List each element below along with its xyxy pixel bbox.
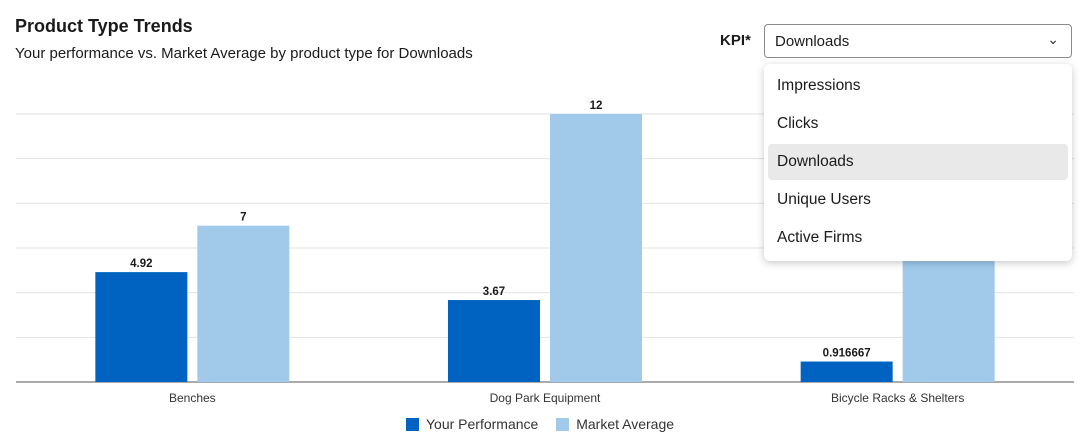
chevron-down-icon[interactable]: ⌄ [1047, 31, 1059, 47]
bar [95, 272, 188, 382]
data-label: 4.92 [130, 258, 152, 270]
kpi-dropdown-menu: Impressions Clicks Downloads Unique User… [764, 64, 1072, 261]
x-tick-label: Dog Park Equipment [490, 391, 601, 405]
chart-legend: Your Performance Market Average [406, 416, 688, 434]
kpi-select[interactable]: Downloads ⌄ [764, 24, 1072, 58]
menu-item-unique-users[interactable]: Unique Users [777, 191, 871, 208]
bar [902, 248, 995, 382]
menu-item-clicks[interactable]: Clicks [777, 115, 819, 132]
legend-item-your-performance[interactable]: Your Performance [406, 416, 538, 432]
menu-item-downloads[interactable]: Downloads [768, 144, 1068, 180]
legend-swatch-market-average [556, 418, 570, 431]
kpi-selected-value: Downloads [775, 33, 850, 50]
bar [550, 114, 642, 382]
chart-title: Product Type Trends [15, 16, 193, 36]
legend-item-market-average[interactable]: Market Average [556, 416, 674, 432]
x-tick-label: Benches [169, 391, 216, 405]
bar [800, 361, 893, 382]
x-tick-label: Bicycle Racks & Shelters [831, 391, 964, 405]
kpi-label: KPI* [720, 32, 751, 49]
menu-item-active-firms[interactable]: Active Firms [777, 229, 863, 246]
chart-subtitle: Your performance vs. Market Average by p… [15, 45, 473, 62]
legend-swatch-your-performance [406, 418, 419, 431]
bar [448, 300, 540, 382]
data-label: 12 [590, 100, 603, 112]
bar [197, 225, 290, 382]
legend-label: Your Performance [426, 416, 539, 432]
legend-label: Market Average [576, 416, 675, 432]
data-label: 3.67 [483, 286, 505, 298]
data-label: 7 [240, 212, 246, 224]
data-label: 0.916667 [823, 348, 871, 360]
menu-item-impressions[interactable]: Impressions [777, 77, 861, 94]
